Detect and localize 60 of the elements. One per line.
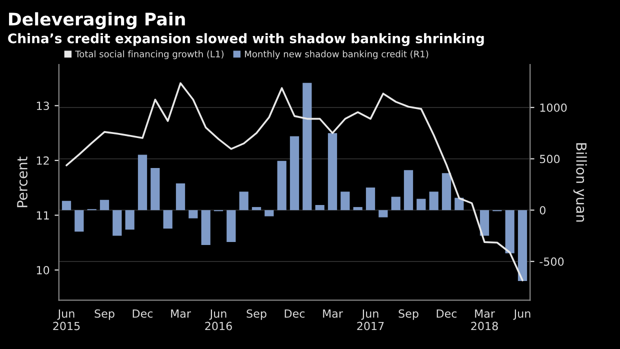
y2-axis-title: Billion yuan bbox=[573, 143, 587, 222]
bar bbox=[378, 210, 388, 218]
bar bbox=[302, 82, 312, 210]
bar bbox=[226, 210, 236, 242]
bar bbox=[252, 207, 262, 210]
chart-subtitle: China’s credit expansion slowed with shadow banking shrinking bbox=[8, 33, 484, 46]
x-tick-label: Mar bbox=[171, 310, 191, 318]
y-axis-title: Percent bbox=[17, 156, 28, 208]
x-tick-label: Sep bbox=[94, 309, 114, 320]
y2-tick-label: 0 bbox=[540, 206, 546, 214]
y2-tick-label: 500 bbox=[540, 154, 560, 164]
bar bbox=[125, 210, 134, 230]
x-tick-label: Mar bbox=[323, 310, 343, 318]
x-tick-label: Jun 2015 bbox=[53, 310, 80, 330]
x-tick-label: Jun 2016 bbox=[205, 310, 232, 330]
bar bbox=[480, 210, 490, 236]
x-tick-label: Mar 2018 bbox=[471, 310, 498, 330]
bar bbox=[505, 210, 514, 254]
bar bbox=[150, 168, 160, 210]
bar bbox=[328, 133, 338, 210]
line-series bbox=[66, 82, 524, 282]
chart-title: Deleveraging Pain bbox=[9, 12, 185, 30]
bar bbox=[518, 210, 528, 281]
bar bbox=[416, 198, 426, 210]
bar bbox=[391, 196, 400, 210]
x-tick-label: Dec bbox=[284, 310, 305, 318]
bar bbox=[188, 210, 198, 218]
y2-tick-label: -500 bbox=[540, 257, 564, 266]
x-tick-label: Dec bbox=[132, 310, 153, 318]
bar bbox=[112, 210, 122, 236]
bar bbox=[429, 192, 438, 210]
bar bbox=[62, 200, 72, 210]
bar bbox=[277, 160, 286, 210]
legend-label: Total social financing growth (L1) bbox=[75, 50, 224, 60]
bar bbox=[264, 210, 274, 216]
x-tick-label: Jun 2017 bbox=[357, 310, 384, 330]
bar bbox=[163, 210, 172, 229]
bar bbox=[100, 200, 110, 210]
bar bbox=[138, 154, 148, 210]
y-tick-label: 11 bbox=[36, 211, 49, 220]
bar bbox=[366, 188, 376, 210]
bar bbox=[442, 173, 452, 210]
bar bbox=[239, 192, 248, 210]
y2-tick-label: 1000 bbox=[540, 103, 567, 112]
bar bbox=[315, 204, 324, 210]
x-tick-label: Sep bbox=[398, 309, 418, 320]
bar bbox=[290, 136, 300, 210]
legend-label: Monthly new shadow banking credit (R1) bbox=[245, 50, 428, 60]
bar bbox=[353, 207, 362, 210]
x-tick-label: Sep bbox=[246, 309, 266, 320]
y-tick-label: 13 bbox=[36, 102, 49, 110]
bar bbox=[340, 192, 350, 210]
bar bbox=[201, 210, 210, 246]
y-tick-label: 10 bbox=[36, 266, 50, 274]
x-tick-label: Dec bbox=[436, 310, 457, 318]
x-tick-label: Jun bbox=[513, 310, 530, 320]
bar bbox=[176, 183, 186, 210]
bar bbox=[74, 210, 84, 232]
y-tick-label: 12 bbox=[36, 156, 49, 165]
bar bbox=[404, 170, 414, 210]
